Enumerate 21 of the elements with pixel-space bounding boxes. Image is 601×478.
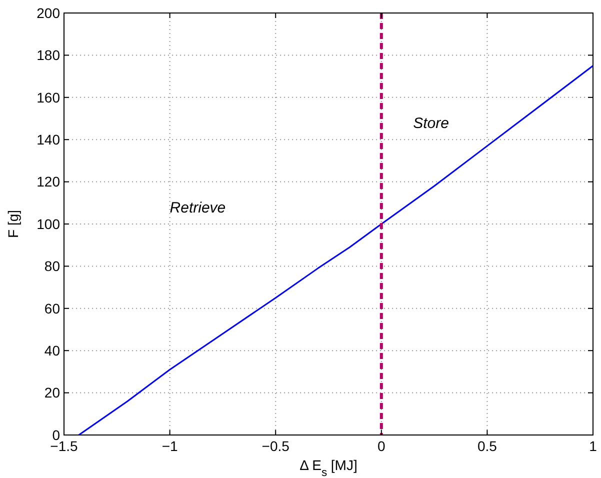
y-tick-label: 180: [36, 47, 60, 64]
x-tick-label: 0.5: [477, 438, 498, 454]
y-axis-title: F [g]: [5, 210, 21, 238]
annotation: Retrieve: [170, 199, 226, 216]
y-tick-label: 160: [36, 89, 60, 106]
x-tick-label: −1: [162, 438, 178, 454]
y-tick-label: 200: [36, 4, 60, 21]
y-tick-label: 20: [44, 384, 60, 401]
line-series: [78, 65, 594, 436]
y-tick-label: 60: [44, 300, 60, 316]
y-tick-label: 40: [44, 342, 60, 358]
x-tick-label: 1: [589, 438, 598, 454]
y-tick-label: 140: [36, 132, 60, 148]
annotation: Store: [413, 114, 449, 132]
y-tick-label: 0: [52, 426, 60, 443]
y-tick-label: 100: [36, 216, 60, 232]
x-tick-label: −0.5: [262, 438, 290, 454]
x-axis-title: Δ E$_{s}$ [MJ]: [300, 457, 358, 478]
y-tick-label: 120: [36, 174, 60, 190]
x-tick-label: 0: [378, 438, 386, 454]
y-tick-label: 80: [44, 258, 60, 274]
